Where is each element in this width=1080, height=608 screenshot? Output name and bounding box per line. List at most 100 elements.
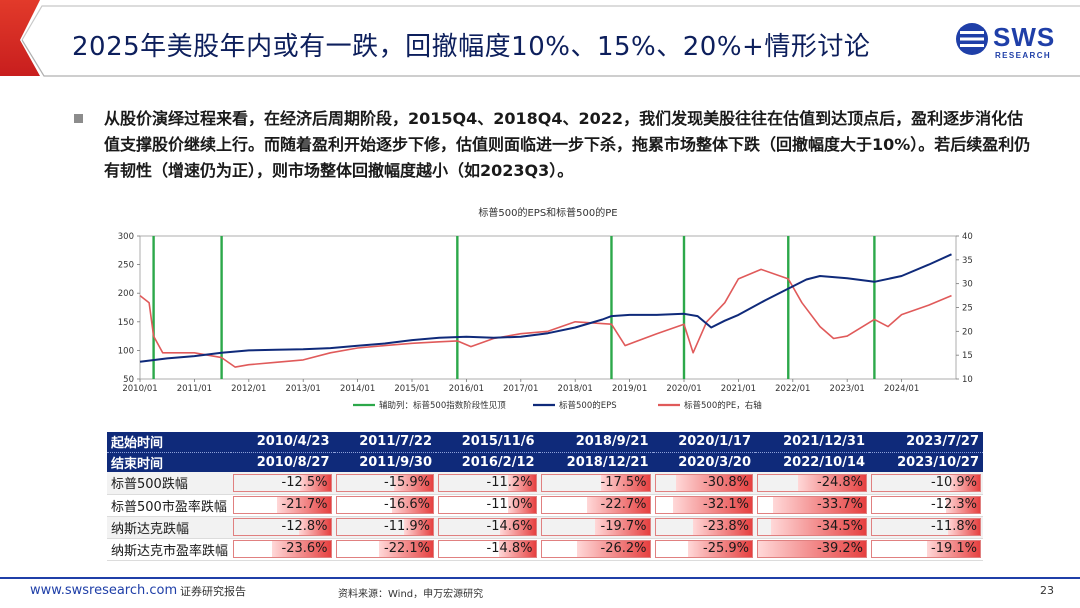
drawdown-bar-fill [673, 497, 753, 513]
drawdown-databar: -12.3% [871, 496, 981, 514]
drawdown-databar: -11.2% [438, 473, 537, 492]
end-date-cell: 2018/12/21 [538, 451, 653, 472]
start-time-label: 起始时间 [107, 432, 231, 452]
drawdown-value: -11.2% [486, 474, 533, 490]
x-tick-label: 2023/01 [830, 384, 865, 394]
start-date-cell: 2023/7/27 [869, 432, 983, 452]
end-date-cell: 2023/10/27 [869, 451, 983, 472]
drawdown-cell: -23.8% [652, 516, 756, 539]
drawdown-value: -23.8% [703, 519, 750, 534]
drawdown-cell: -22.1% [333, 538, 437, 561]
drawdown-databar: -11.0% [438, 496, 537, 514]
end-date-cell: 2020/3/20 [652, 451, 756, 472]
pe-series-line [139, 268, 952, 368]
start-date-cell: 2021/12/31 [755, 432, 869, 452]
drawdown-bar-fill [927, 541, 980, 557]
drawdown-cell: -21.7% [231, 494, 334, 517]
drawdown-value: -23.6% [281, 541, 328, 556]
drawdown-value: -14.8% [486, 541, 533, 556]
bullet-square-icon [74, 114, 83, 123]
drawdown-databar: -26.2% [540, 540, 651, 558]
drawdown-databar: -22.1% [335, 540, 435, 558]
drawdown-databar: -24.8% [757, 473, 867, 492]
drawdown-databar: -22.7% [540, 496, 651, 514]
drawdown-databar: -11.8% [871, 518, 981, 536]
drawdown-bar-fill [508, 497, 536, 513]
drawdown-databar: -23.8% [654, 518, 754, 536]
drawdown-bar-fill [298, 519, 331, 535]
row-label: 纳斯达克跌幅 [107, 516, 231, 539]
drawdown-bar-fill [403, 519, 434, 535]
drawdown-value: -11.8% [931, 519, 977, 534]
end-date-cell: 2016/2/12 [436, 451, 539, 472]
y-right-tick-label: 10 [962, 375, 973, 385]
end-date-cell: 2011/9/30 [333, 451, 437, 472]
drawdown-table: 起始时间 2010/4/23 2011/7/22 2015/11/6 2018/9/2… [107, 432, 983, 561]
drawdown-bar-fill [773, 497, 866, 513]
drawdown-bar-fill [758, 541, 866, 557]
logo-subtext: RESEARCH [995, 51, 1052, 60]
drawdown-bar-fill [676, 474, 753, 491]
footer-url-link[interactable]: www.swsresearch.com [30, 583, 178, 598]
drawdown-cell: -14.8% [436, 538, 539, 561]
y-left-tick-label: 300 [118, 232, 134, 242]
footer-divider [0, 577, 1080, 579]
drawdown-bar-fill [949, 474, 980, 491]
y-right-tick-label: 40 [962, 232, 973, 242]
end-date-cell: 2010/8/27 [231, 451, 334, 472]
drawdown-databar: -15.9% [335, 473, 435, 492]
drawdown-cell: -32.1% [652, 494, 756, 517]
x-tick-label: 2022/01 [775, 384, 810, 394]
footer-doc-type: 证券研究报告 [180, 585, 246, 598]
drawdown-value: -17.5% [600, 474, 647, 490]
title-bar-background [0, 0, 1080, 77]
x-tick-label: 2012/01 [231, 384, 266, 394]
drawdown-bar-fill [499, 541, 536, 557]
drawdown-cell: -19.7% [538, 516, 653, 539]
drawdown-bar-fill [601, 474, 650, 491]
drawdown-databar: -16.6% [335, 496, 435, 514]
drawdown-value: -12.8% [281, 519, 328, 534]
table-header-start-row: 起始时间 2010/4/23 2011/7/22 2015/11/6 2018/9/2… [107, 432, 983, 452]
end-time-label: 结束时间 [107, 451, 231, 472]
y-right-tick-label: 35 [962, 256, 973, 266]
x-tick-label: 2017/01 [503, 384, 538, 394]
drawdown-databar: -19.1% [871, 540, 981, 558]
drawdown-value: -22.7% [600, 497, 647, 512]
drawdown-value: -26.2% [600, 541, 647, 556]
drawdown-value: -16.6% [384, 497, 431, 512]
drawdown-databar: -11.9% [335, 518, 435, 536]
drawdown-cell: -19.1% [869, 538, 983, 561]
drawdown-cell: -24.8% [755, 472, 869, 495]
drawdown-bar-fill [688, 541, 753, 557]
x-tick-label: 2019/01 [612, 384, 647, 394]
drawdown-value: -15.9% [384, 474, 431, 490]
page-number: 23 [1040, 584, 1054, 597]
drawdown-cell: -39.2% [755, 538, 869, 561]
drawdown-bar-fill [299, 474, 331, 491]
drawdown-databar: -21.7% [233, 496, 332, 514]
drawdown-cell: -12.5% [231, 472, 334, 495]
eps-pe-chart: 标普500的EPS和标普500的PE 50 100 150 200 250 300 10 15 2… [108, 198, 988, 420]
drawdown-cell: -10.9% [869, 472, 983, 495]
drawdown-bar-fill [595, 519, 650, 535]
drawdown-value: -21.7% [281, 497, 328, 512]
y-left-tick-label: 150 [118, 318, 134, 328]
table-row: 纳斯达克市盈率跌幅 -23.6% -22.1% -14.8% -26.2% -25.9% -… [107, 538, 983, 561]
logo-text: SWS [993, 22, 1056, 52]
drawdown-databar: -25.9% [654, 540, 754, 558]
drawdown-databar: -14.8% [438, 540, 537, 558]
drawdown-bar-fill [587, 497, 650, 513]
eps-series-line [139, 253, 952, 363]
drawdown-databar: -14.6% [438, 518, 537, 536]
drawdown-databar: -19.7% [540, 518, 651, 536]
y-left-tick-label: 250 [118, 261, 134, 271]
drawdown-cell: -11.0% [436, 494, 539, 517]
drawdown-cell: -34.5% [755, 516, 869, 539]
sws-logo-icon [956, 23, 988, 55]
summary-text: 从股价演绎过程来看，在经济后周期阶段，2015Q4、2018Q4、2022，我们… [104, 109, 1031, 180]
drawdown-value: -19.1% [931, 541, 977, 556]
drawdown-value: -11.0% [486, 497, 533, 512]
drawdown-databar: -30.8% [654, 473, 754, 492]
table-body: 标普500跌幅 -12.5% -15.9% -11.2% -17.5% -30.8% -24… [107, 472, 983, 561]
